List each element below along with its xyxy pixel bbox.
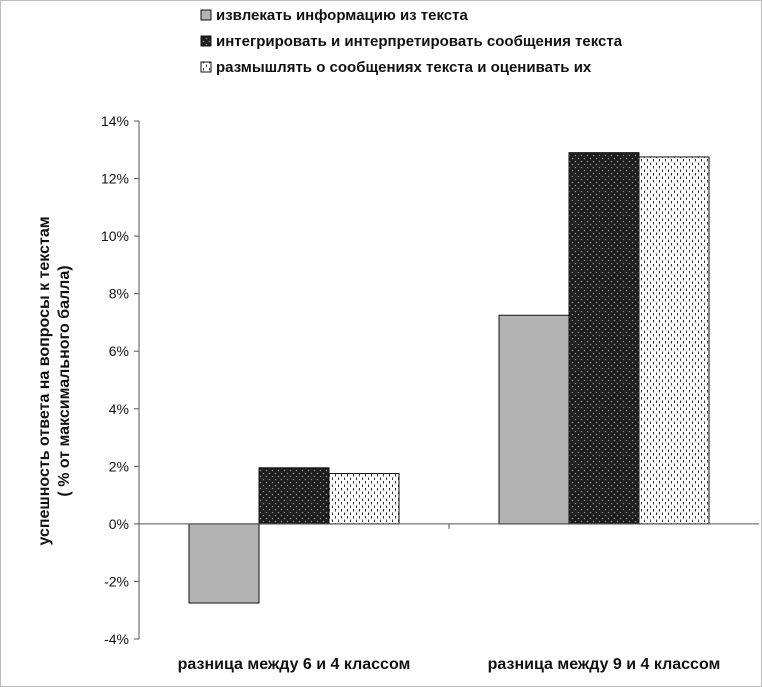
- legend-swatch-1: [200, 9, 212, 21]
- bar-series3-cat1: [328, 473, 400, 525]
- bars: [188, 152, 710, 604]
- y-tick-label: 8%: [109, 286, 129, 302]
- bar-series2-cat2: [568, 152, 640, 525]
- y-tick-label: 12%: [101, 171, 129, 187]
- legend-label-2: интегрировать и интерпретировать сообщен…: [216, 33, 623, 50]
- bar-series2-cat1: [258, 467, 330, 525]
- x-axis: разница между 6 и 4 классом разница между…: [139, 523, 759, 673]
- legend-swatch-2: [200, 35, 212, 47]
- x-category-label: разница между 6 и 4 классом: [178, 656, 411, 673]
- y-tick-label: 10%: [101, 228, 129, 244]
- y-tick-label: 6%: [109, 343, 129, 359]
- y-tick-label: 4%: [109, 401, 129, 417]
- bar-series1-cat2: [498, 314, 570, 525]
- y-tick-label: -2%: [104, 573, 129, 589]
- y-axis: -4% -2% 0% 2% 4% 6% 8% 10% 12% 14%: [101, 113, 140, 647]
- legend-label-3: размышлять о сообщениях текста и оценива…: [216, 59, 592, 76]
- y-axis-label-line2: ( % от максимального балла): [56, 265, 73, 496]
- y-tick-label: -4%: [104, 631, 129, 647]
- y-tick-label: 2%: [109, 458, 129, 474]
- y-tick-label: 14%: [101, 113, 129, 129]
- legend-swatch-3: [200, 61, 212, 73]
- legend-label-1: извлекать информацию из текста: [216, 7, 468, 24]
- bar-series3-cat2: [638, 156, 710, 525]
- x-category-label: разница между 9 и 4 классом: [488, 656, 721, 673]
- legend: извлекать информацию из текста интегриров…: [200, 7, 623, 76]
- bar-series1-cat1: [188, 523, 260, 604]
- y-axis-label-line1: успешность ответа на вопросы к текстам: [36, 216, 53, 545]
- y-tick-label: 0%: [109, 516, 129, 532]
